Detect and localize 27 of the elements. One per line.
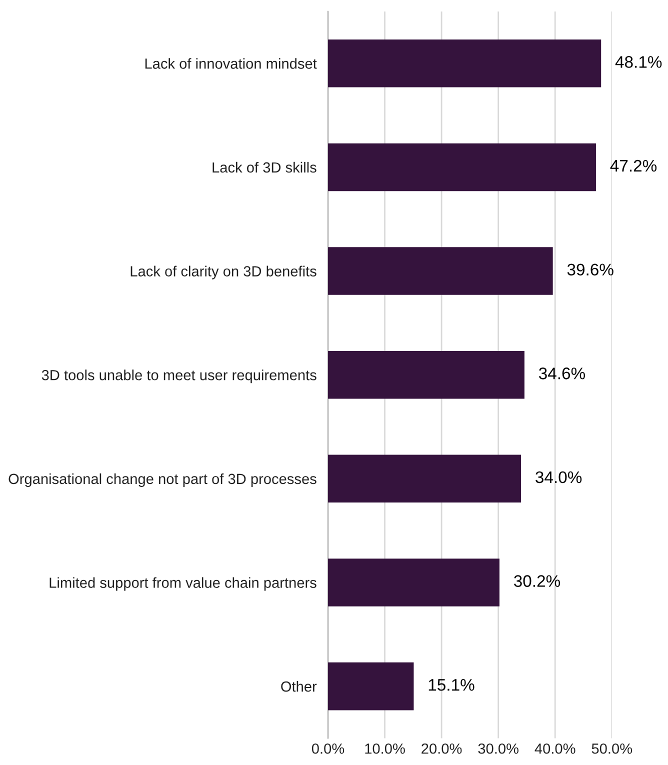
bar (328, 143, 596, 192)
x-tick-label: 0.0% (312, 743, 344, 754)
x-tick-label: 40.0% (534, 743, 576, 754)
bar (328, 558, 500, 606)
data-label: 34.6% (538, 368, 585, 380)
bar (328, 662, 414, 710)
data-label: 39.6% (567, 264, 614, 276)
data-label: 34.0% (536, 471, 582, 484)
bar (328, 247, 553, 295)
y-tick-label: Lack of 3D skills (212, 162, 316, 173)
y-tick-label: Other (281, 681, 317, 692)
y-tick-label: Lack of clarity on 3D benefits (130, 266, 316, 280)
bar (328, 350, 524, 399)
data-label: 47.2% (610, 160, 657, 172)
y-tick-label: Lack of innovation mindset (145, 58, 317, 69)
y-tick-label: Organisational change not part of 3D processes (8, 473, 316, 487)
data-label: 48.1% (615, 56, 662, 68)
y-tick-label: Limited support from value chain partners (50, 577, 316, 591)
bar (328, 40, 602, 88)
data-label: 30.2% (514, 575, 560, 587)
data-label: 15.1% (428, 679, 474, 691)
y-tick-label: 3D tools unable to meet user requirements (42, 370, 316, 384)
x-tick-label: 10.0% (365, 743, 405, 754)
bar (328, 454, 522, 503)
x-tick-label: 50.0% (592, 743, 632, 754)
x-tick-label: 20.0% (422, 743, 462, 754)
x-tick-label: 30.0% (478, 743, 518, 754)
